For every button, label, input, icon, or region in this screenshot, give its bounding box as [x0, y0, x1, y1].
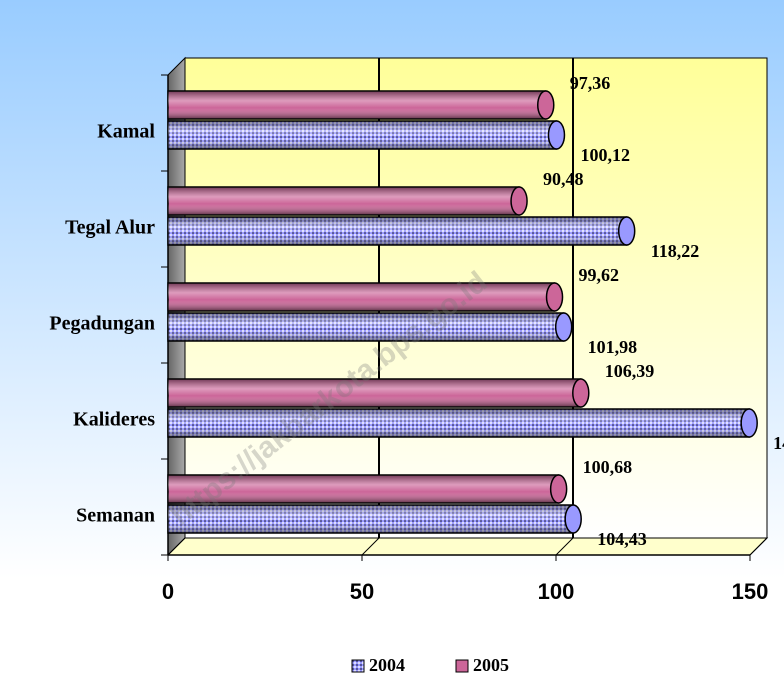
bar [167, 378, 590, 408]
data-label: 100,12 [580, 145, 630, 165]
floor-line [361, 537, 380, 556]
data-label: 97,36 [570, 73, 611, 93]
x-tick-label: 150 [732, 579, 769, 604]
bar [167, 504, 582, 534]
floor-line [555, 537, 574, 556]
x-tick-label: 50 [350, 579, 374, 604]
data-label: 104,43 [597, 529, 647, 549]
data-label: 99,62 [579, 265, 620, 285]
y-tick-label: Tegal Alur [65, 217, 155, 239]
data-label: 100,68 [583, 457, 633, 477]
y-tick-label: Pegadungan [49, 313, 155, 335]
data-label: 149,79 [773, 433, 784, 453]
y-tick-label: Kamal [97, 121, 155, 143]
bar [167, 408, 758, 438]
x-tick-label: 100 [538, 579, 575, 604]
bar [167, 90, 555, 120]
y-tick-label: Semanan [76, 505, 155, 527]
data-label: 106,39 [605, 361, 655, 381]
legend-label: 2005 [473, 655, 509, 675]
legend-swatch [455, 659, 469, 673]
floor-line [749, 537, 768, 556]
floor [166, 537, 769, 556]
legend-swatch [351, 659, 365, 673]
data-label: 118,22 [651, 241, 700, 261]
data-label: 90,48 [543, 169, 584, 189]
bar [167, 312, 573, 342]
bar [167, 474, 568, 504]
x-tick-label: 0 [162, 579, 174, 604]
legend-label: 2004 [369, 655, 405, 675]
y-tick-label: Kalideres [73, 409, 155, 431]
bar [167, 282, 564, 312]
bar [167, 186, 528, 216]
floor-line [167, 537, 186, 556]
bar [167, 216, 636, 246]
bar [167, 120, 566, 150]
data-label: 101,98 [588, 337, 638, 357]
